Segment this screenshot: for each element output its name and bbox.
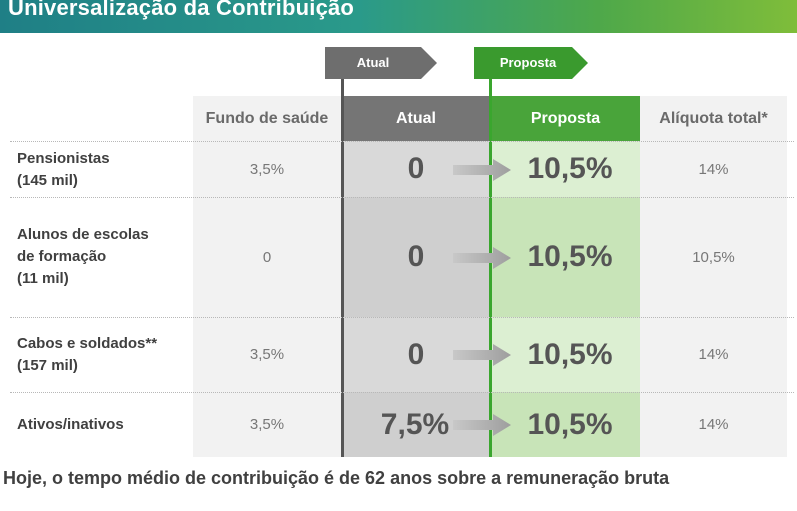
cell-proposta: 10,5% [527,240,613,273]
cell-proposta: 10,5% [527,407,613,441]
cell-total: 14% [698,160,729,178]
atual-flag-label: Atual [356,55,390,70]
cell-atual: 0 [407,240,425,273]
page-title: Universalização da Contribuição [8,0,355,20]
row-divider [10,317,794,318]
header-total: Alíquota total* [640,96,787,141]
proposta-band-2 [491,197,640,317]
cell-total: 14% [698,416,729,433]
right-arrow-icon [453,414,511,436]
proposta-pole [489,79,492,457]
proposta-flag-label: Proposta [499,55,557,70]
footer-note: Hoje, o tempo médio de contribuição é de… [3,468,670,488]
row-label-cabos: Cabos e soldados** (157 mil) [17,335,158,374]
row-divider [10,141,794,142]
row-label-pensionistas: Pensionistas (145 mil) [17,150,110,189]
cell-proposta: 10,5% [527,152,613,185]
cell-proposta: 10,5% [527,337,613,371]
header-fundo: Fundo de saúde [193,96,341,141]
cell-atual: 0 [407,152,425,185]
cell-total: 10,5% [692,248,735,266]
title-banner: Universalização da Contribuição [0,0,797,33]
right-arrow-icon [453,344,511,366]
right-arrow-icon [453,159,511,181]
fundo-column-bg [193,141,341,457]
atual-pole [341,79,344,457]
row-divider [10,392,794,393]
cell-fundo: 3,5% [249,346,285,363]
header-atual: Atual [341,96,491,141]
row-label-alunos: Alunos de escolas de formação (11 mil) [17,226,149,287]
row-divider [10,197,794,198]
cell-total: 14% [698,346,729,363]
total-column-bg [640,141,787,457]
header-proposta: Proposta [491,96,640,141]
cell-atual: 7,5% [380,407,450,441]
cell-fundo: 0 [262,248,272,266]
cell-atual: 0 [407,337,425,371]
right-arrow-icon [453,247,511,269]
proposta-band-4 [491,392,640,457]
cell-fundo: 3,5% [249,160,285,178]
row-label-ativos: Ativos/inativos [17,416,124,433]
cell-fundo: 3,5% [249,416,285,433]
